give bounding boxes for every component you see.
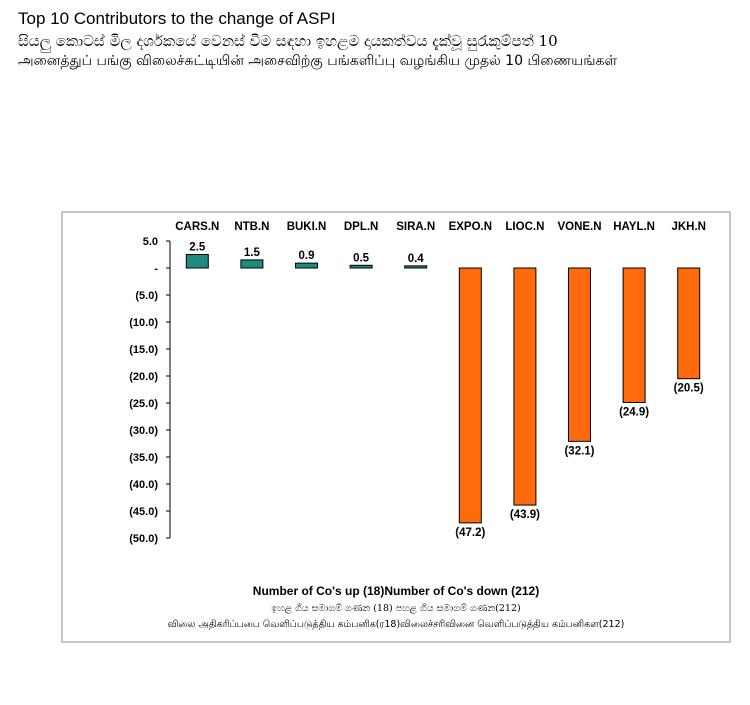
title-english: Top 10 Contributors to the change of ASP… — [18, 9, 336, 28]
category-label: JKH.N — [671, 221, 706, 233]
y-tick-label: (35.0) — [129, 452, 158, 464]
category-label: NTB.N — [234, 221, 269, 233]
y-tick-label: (45.0) — [129, 506, 158, 518]
data-label: 0.5 — [353, 252, 370, 264]
bar-vone-n — [568, 267, 591, 442]
footer-counts-sinhala: ඉහළ ගිය සමාගම් ගණන (18) පහළ ගිය සමාගම් ග… — [271, 603, 521, 614]
bars-layer — [185, 254, 701, 524]
data-label: 0.4 — [408, 253, 425, 265]
bar-dpl-n — [349, 264, 373, 269]
y-tick-label: (15.0) — [129, 344, 158, 356]
bar-cars-n — [185, 254, 209, 269]
bar-hayl-n — [622, 267, 646, 403]
y-tick-label: (30.0) — [129, 425, 158, 437]
y-tick-label: (40.0) — [129, 479, 158, 491]
bar-jkh-n — [677, 267, 701, 380]
data-label: (47.2) — [455, 527, 485, 539]
category-label: HAYL.N — [613, 221, 655, 233]
category-label: DPL.N — [344, 221, 379, 233]
data-label: (32.1) — [564, 445, 594, 457]
bar-buki-n — [295, 262, 318, 269]
y-tick-label: 5.0 — [143, 236, 158, 248]
chart-frame — [61, 211, 731, 643]
data-label: (20.5) — [674, 383, 704, 395]
footer-counts-tamil: விலை அதிகரிப்பபை வெளிப்படுத்திய கம்பனிக(… — [167, 619, 625, 630]
title-sinhala: සියලු කොටස් මිල දර්ශකයේ වෙනස් වීම සඳහා ඉ… — [18, 32, 558, 50]
labels-layer: CARS.N 2.5 NTB.N 1.5 BUKI.N 0.9 DPL.N 0.5 SIRA.N… — [175, 221, 706, 539]
y-tick-label: (50.0) — [129, 533, 158, 545]
data-label: 2.5 — [189, 242, 206, 254]
data-label: (24.9) — [619, 406, 649, 418]
y-tick-label: - — [154, 263, 158, 275]
category-label: BUKI.N — [287, 221, 327, 233]
heading: Top 10 Contributors to the change of ASP… — [18, 8, 738, 70]
bar-lioc-n — [513, 267, 537, 506]
y-tick-label: (25.0) — [129, 398, 158, 410]
data-label: 0.9 — [299, 250, 315, 262]
data-label: 1.5 — [244, 247, 261, 259]
category-label: SIRA.N — [396, 221, 435, 233]
category-label: CARS.N — [175, 221, 219, 233]
category-label: EXPO.N — [449, 221, 492, 233]
y-axis: 5.0 - (5.0) (10.0) (15.0) (20.0) (25.0) (30.0) (… — [129, 236, 171, 545]
bar-ntb-n — [240, 259, 264, 269]
category-label: VONE.N — [557, 221, 601, 233]
title-tamil: அனைத்துப் பங்கு விலைச்சுட்டியின் அசைவிற்… — [18, 53, 618, 69]
footer-counts-english: Number of Co's up (18)Number of Co's dow… — [252, 584, 540, 598]
bar-expo-n — [458, 267, 482, 524]
data-label: (43.9) — [510, 509, 540, 521]
y-tick-label: (5.0) — [135, 290, 158, 302]
bar-sira-n — [404, 265, 428, 269]
category-label: LIOC.N — [505, 221, 544, 233]
y-tick-label: (20.0) — [129, 371, 158, 383]
y-tick-label: (10.0) — [129, 317, 158, 329]
